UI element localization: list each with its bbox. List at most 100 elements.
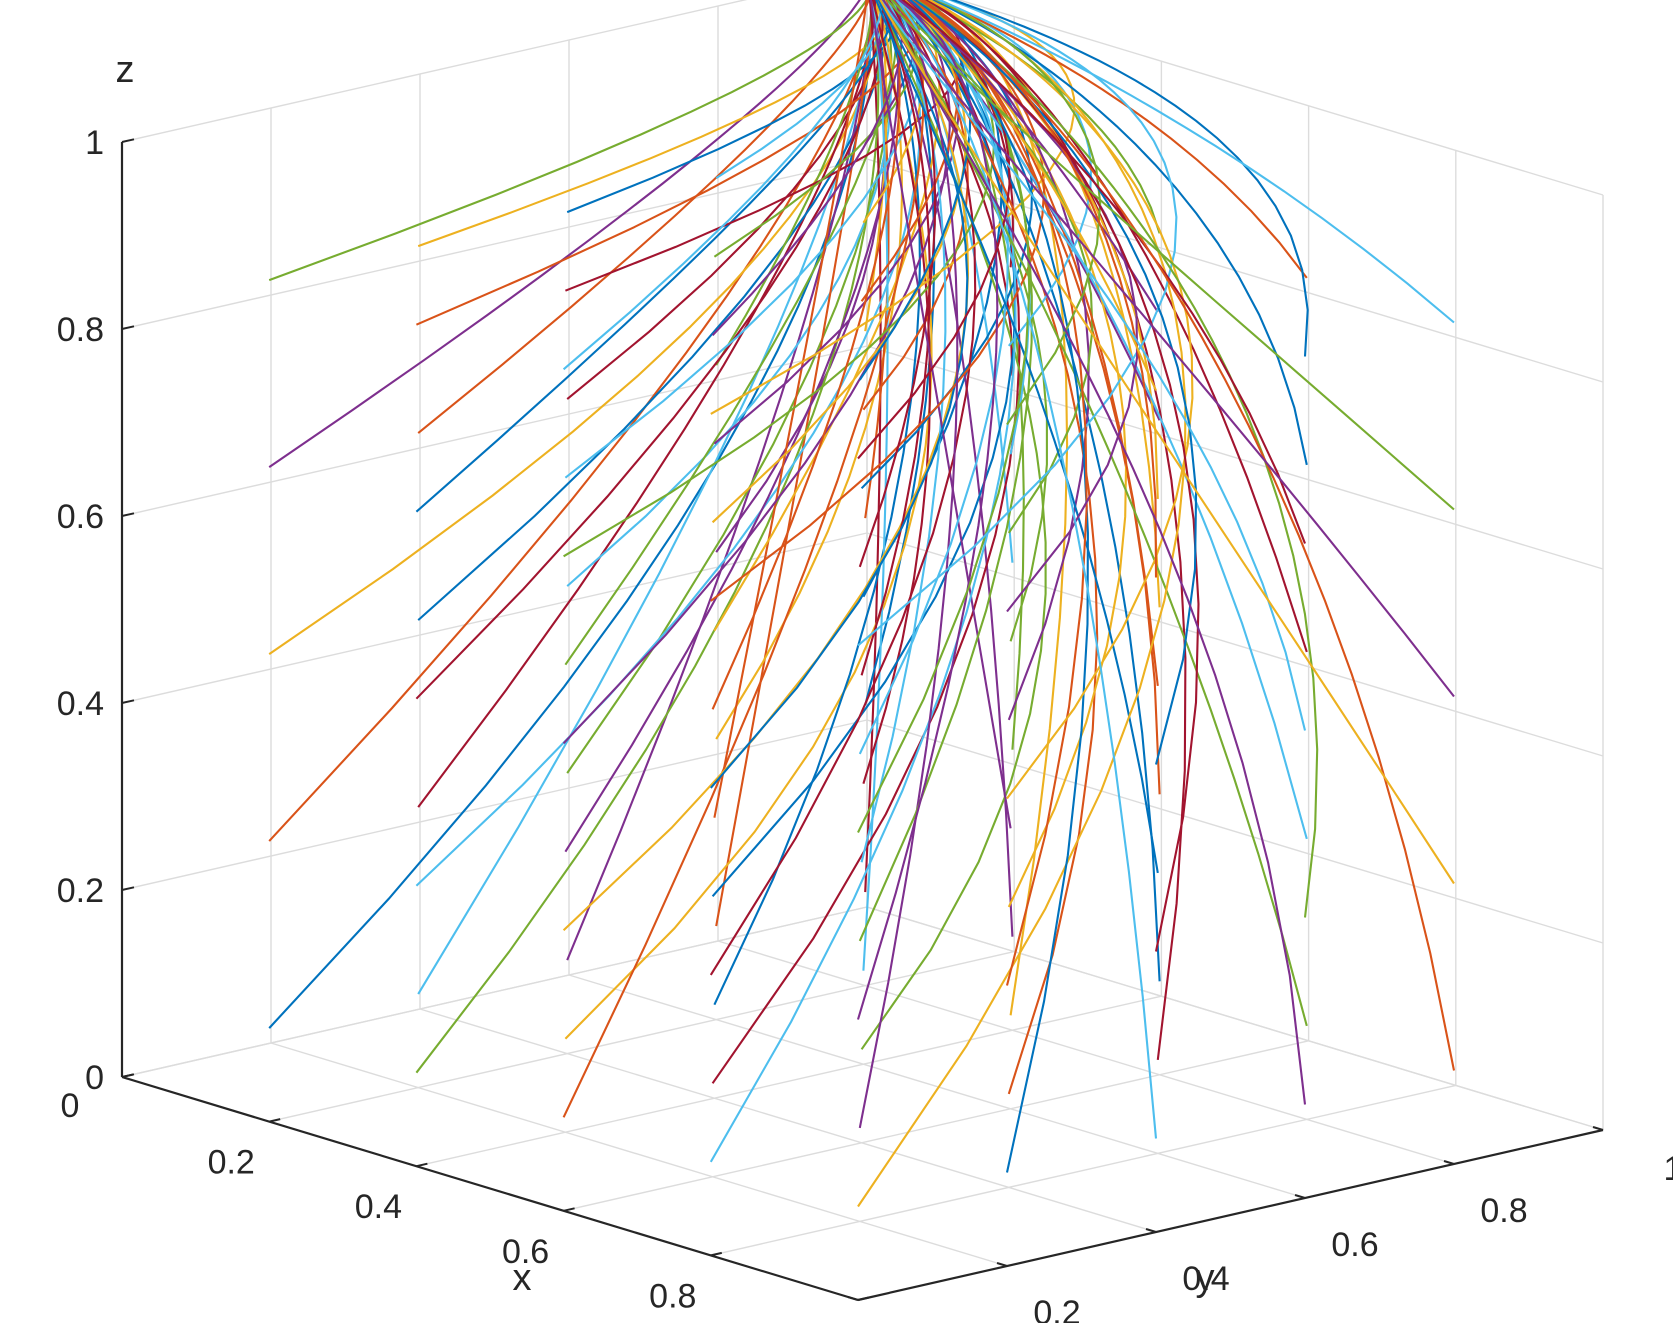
- trajectory-107: [927, 0, 1194, 800]
- x-axis-line: [121, 1075, 859, 1302]
- trajectory-10: [566, 0, 873, 961]
- y-axis-line: [857, 1128, 1604, 1302]
- trajectory-50: [562, 0, 925, 1118]
- trajectory-45: [880, 0, 1014, 937]
- trajectory-118: [901, 0, 1306, 544]
- z-tick-label-5: 1: [85, 124, 104, 162]
- x-axis-label: x: [513, 1257, 532, 1299]
- trajectory-62: [860, 0, 931, 676]
- trajectory-76: [709, 0, 977, 976]
- axis-labels: x y z 00.20.40.60.8100.20.40.60.8100.20.…: [57, 49, 1673, 1323]
- trajectory-29: [415, 0, 922, 326]
- grid-floor-y-5: [866, 906, 1604, 1131]
- trajectory-102: [857, 0, 1031, 833]
- y-tick-label-2: 0.4: [1182, 1260, 1229, 1298]
- trajectory-112: [913, 0, 1198, 765]
- trajectory-90: [927, 0, 1187, 1061]
- trajectory-70: [902, 0, 1161, 982]
- y-tick-label-1: 0.2: [1033, 1294, 1080, 1323]
- trajectory-120: [918, 0, 1456, 1071]
- trajectory-106: [911, 0, 1088, 986]
- trajectory-1: [268, 0, 876, 842]
- trajectory-60: [860, 0, 1047, 1050]
- trajectory-15: [715, 0, 875, 927]
- grid-floor-x-4: [710, 1084, 1456, 1257]
- y-axis-label: y: [1196, 1257, 1215, 1299]
- trajectory-12: [566, 0, 892, 587]
- x-tick-3: [563, 1207, 575, 1212]
- z-tick-4: [121, 325, 135, 330]
- trajectory-105: [909, 0, 1089, 1173]
- y-tick-1: [996, 1262, 1008, 1267]
- x-tick-label-0: 0: [61, 1087, 80, 1125]
- trajectory-91: [875, 0, 1159, 874]
- trajectory-58: [711, 0, 967, 524]
- trajectory-31: [564, 0, 900, 853]
- trajectory-108: [897, 0, 1139, 613]
- grid-wallxz-z-3: [866, 345, 1604, 570]
- trajectory-119: [950, 0, 1309, 357]
- trajectory-4: [268, 0, 868, 282]
- trajectory-80: [858, 0, 959, 1129]
- trajectory-28: [415, 0, 896, 513]
- grid-wallyz-z-3: [121, 345, 868, 517]
- x-tick-label-1: 0.2: [208, 1144, 255, 1182]
- trajectory-77: [710, 0, 969, 789]
- grid-floor-x-2: [416, 995, 1162, 1167]
- trajectory-51: [562, 0, 970, 932]
- z-tick-2: [121, 699, 135, 704]
- trajectory-121: [879, 0, 1455, 885]
- z-tick-label-3: 0.6: [57, 498, 104, 536]
- trajectory-103: [857, 0, 1178, 647]
- y-tick-4: [1443, 1160, 1455, 1165]
- x-tick-0: [121, 1073, 134, 1078]
- trajectory-83: [858, 0, 937, 568]
- trajectory-27: [415, 0, 884, 700]
- grid-wallyz-z-1: [121, 719, 868, 891]
- x-tick-label-4: 0.8: [649, 1277, 696, 1315]
- trajectory-111: [917, 0, 1200, 952]
- x-tick-label-3: 0.6: [502, 1233, 549, 1271]
- x-tick-2: [416, 1162, 428, 1168]
- trajectory-98: [931, 0, 1308, 466]
- y-tick-label-4: 0.8: [1480, 1192, 1527, 1230]
- grid-wallxz-z-2: [866, 532, 1604, 757]
- y-tick-0: [847, 1296, 859, 1301]
- trajectory-95: [881, 0, 1308, 1027]
- trajectory-5: [417, 0, 876, 995]
- x-tick-1: [268, 1118, 281, 1123]
- trajectory-8: [417, 0, 870, 434]
- grid-floor-x-3: [563, 1040, 1309, 1212]
- x-tick-5: [857, 1296, 870, 1301]
- trajectory-99: [934, 0, 1308, 279]
- trajectory-20: [864, 0, 882, 893]
- z-axis-label: z: [116, 49, 135, 91]
- trajectory-36: [713, 0, 868, 818]
- trajectory-0: [268, 0, 873, 1029]
- grid-floor-y-2: [419, 1008, 1157, 1233]
- z-tick-label-4: 0.8: [57, 311, 104, 349]
- trajectory-37: [713, 0, 941, 632]
- trajectory-7: [417, 0, 888, 621]
- axes: [120, 138, 1604, 1302]
- y-tick-5: [1592, 1126, 1604, 1131]
- y-tick-3: [1294, 1194, 1306, 1199]
- grid-floor-x-1: [269, 950, 1015, 1123]
- x-tick-4: [710, 1251, 723, 1257]
- trajectory-74: [921, 0, 1161, 234]
- z-tick-1: [121, 886, 135, 891]
- trajectory-40: [862, 0, 889, 971]
- grid-floor-y-4: [717, 940, 1455, 1165]
- trajectory-110: [895, 0, 1158, 1139]
- trajectory-59: [711, 0, 903, 337]
- grid-wallxz-z-5: [956, 0, 1604, 196]
- trajectory-109: [934, 0, 1102, 426]
- trajectory-89: [937, 0, 1093, 347]
- trajectory-6: [417, 0, 877, 808]
- z-tick-5: [121, 138, 135, 143]
- grid-wallyz-z-0: [121, 906, 868, 1078]
- trajectory-122: [881, 0, 1455, 698]
- z-tick-label-1: 0.2: [57, 872, 104, 910]
- grid-wallxz-z-1: [866, 719, 1604, 944]
